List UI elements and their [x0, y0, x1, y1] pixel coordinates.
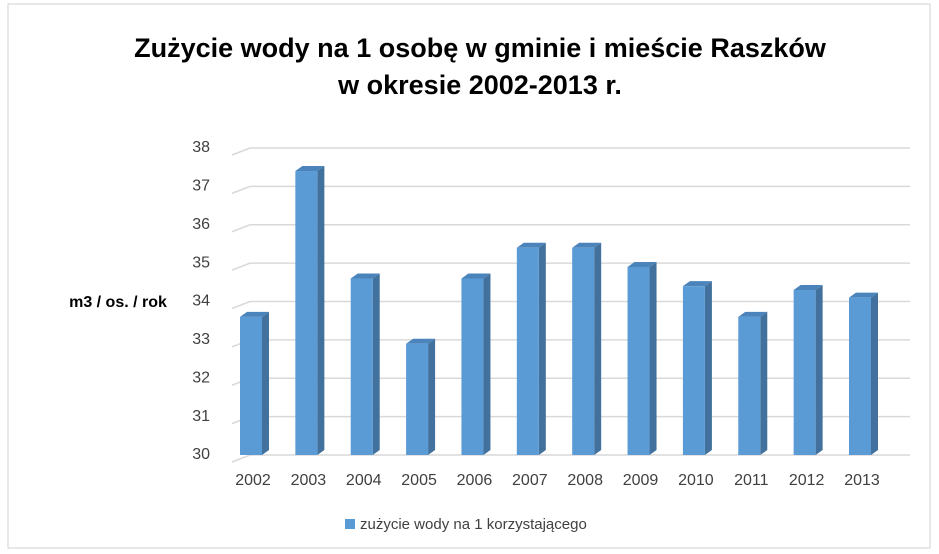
chart-title: w okresie 2002-2013 r.	[337, 70, 622, 100]
bar-face	[350, 273, 380, 279]
y-tick-label: 32	[192, 369, 210, 386]
bar-face	[849, 297, 871, 455]
bar	[849, 292, 878, 455]
bar	[627, 261, 657, 455]
bar-face	[516, 247, 539, 455]
bar-face	[793, 289, 816, 455]
bar-face	[649, 261, 657, 455]
bar-face	[461, 278, 484, 455]
y-tick-label: 36	[192, 216, 210, 233]
bar	[461, 273, 491, 455]
bar-face	[738, 311, 768, 317]
bar-face	[406, 338, 436, 344]
bar	[295, 166, 325, 455]
bar-face	[350, 278, 373, 455]
bar-face	[295, 171, 318, 455]
grid-line	[231, 262, 910, 271]
x-tick-label: 2013	[844, 472, 880, 489]
x-tick-label: 2009	[623, 472, 659, 489]
bar-face	[738, 316, 761, 455]
bar-face	[295, 166, 325, 172]
y-tick-label: 31	[192, 408, 210, 425]
y-tick-label: 33	[192, 331, 210, 348]
bar	[572, 242, 602, 455]
bar	[738, 311, 768, 455]
bar-face	[483, 273, 491, 455]
bar-face	[760, 311, 768, 455]
bar-face	[627, 261, 657, 267]
bar-face	[793, 284, 823, 290]
chart-title: Zużycie wody na 1 osobę w gminie i mieśc…	[134, 33, 827, 63]
x-tick-label: 2004	[346, 472, 382, 489]
bar-face	[594, 242, 602, 455]
bar-face	[682, 281, 712, 287]
x-tick-label: 2002	[235, 472, 271, 489]
bar-face	[682, 286, 705, 455]
x-tick-label: 2006	[457, 472, 493, 489]
x-tick-label: 2007	[512, 472, 548, 489]
bar	[350, 273, 380, 455]
bar	[406, 338, 436, 455]
bar-face	[262, 311, 269, 455]
x-tick-label: 2010	[678, 472, 714, 489]
bar-face	[461, 273, 491, 279]
bar-face	[428, 338, 436, 455]
bar-face	[240, 316, 262, 455]
bar-face	[372, 273, 380, 455]
x-tick-label: 2011	[734, 472, 769, 489]
grid-line	[231, 224, 910, 233]
grid-line	[231, 185, 910, 195]
y-tick-label: 35	[192, 254, 210, 271]
x-tick-label: 2008	[567, 472, 603, 489]
bar-face	[240, 311, 269, 317]
bar-face	[572, 242, 602, 248]
bar-face	[849, 292, 878, 298]
grid-line	[231, 147, 910, 156]
x-tick-label: 2003	[291, 472, 327, 489]
x-tick-label: 2012	[789, 472, 825, 489]
bar	[240, 311, 269, 455]
x-tick-label: 2005	[401, 472, 437, 489]
bar-face	[538, 242, 546, 455]
y-tick-label: 38	[192, 139, 210, 156]
legend-swatch	[345, 519, 355, 529]
legend-label: zużycie wody na 1 korzystającego	[360, 516, 587, 533]
y-tick-label: 34	[192, 293, 210, 310]
bar	[516, 242, 546, 455]
y-axis-label: m3 / os. / rok	[69, 294, 167, 311]
bar-face	[704, 281, 712, 455]
bar-face	[317, 166, 325, 455]
bar-face	[815, 284, 823, 455]
y-tick-label: 37	[192, 178, 210, 195]
bar-face	[871, 292, 878, 455]
bar	[682, 281, 712, 455]
bar-face	[406, 343, 429, 455]
bar	[793, 284, 823, 455]
bar-face	[572, 247, 595, 455]
bar-face	[516, 242, 546, 248]
bar-face	[627, 266, 650, 455]
y-tick-label: 30	[192, 446, 210, 463]
